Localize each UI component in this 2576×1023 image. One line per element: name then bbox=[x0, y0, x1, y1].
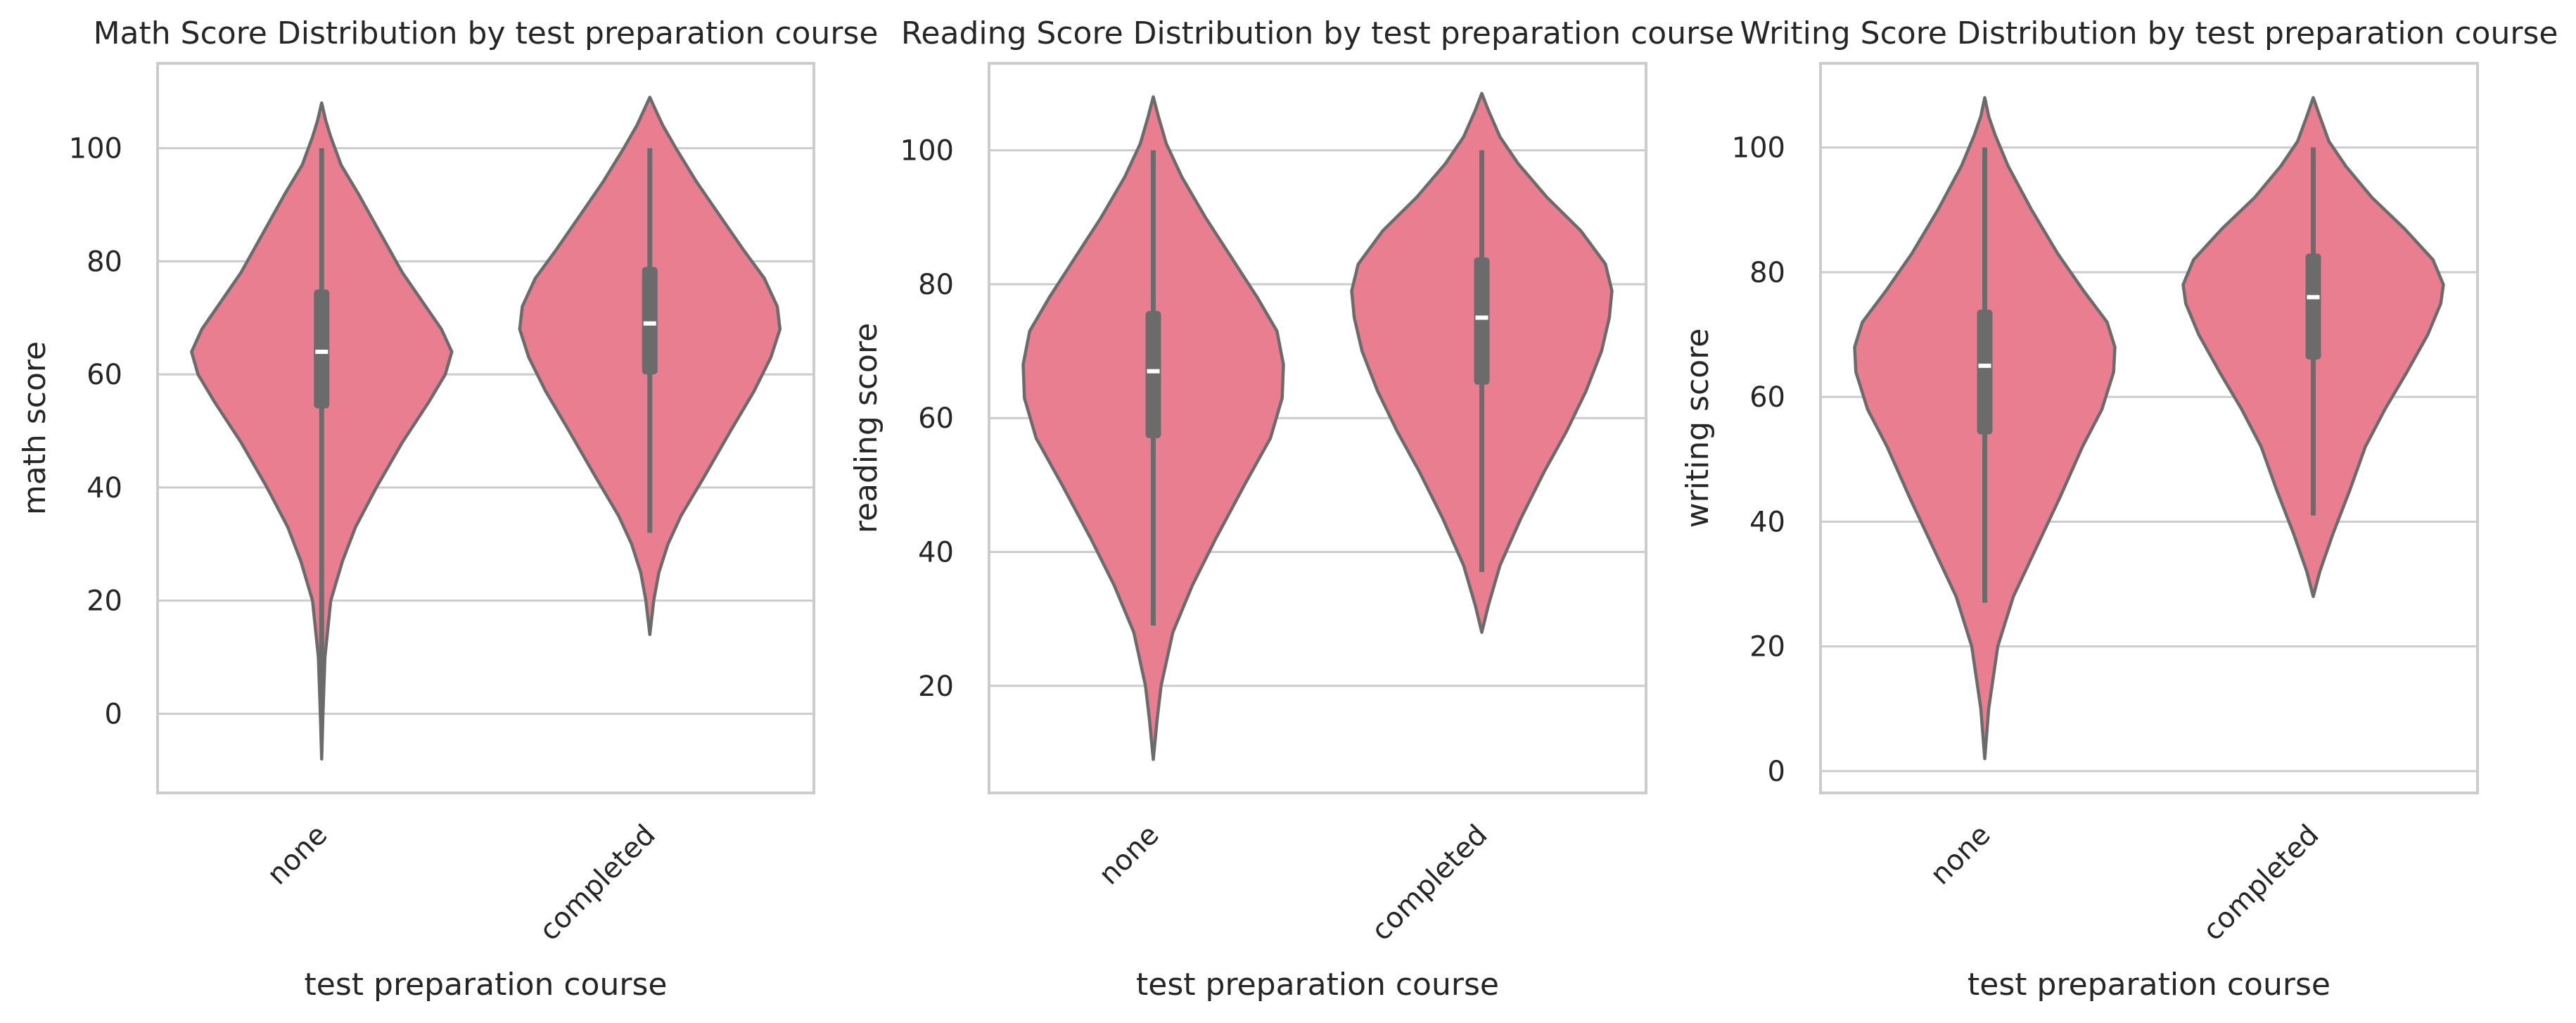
y-tick-label: 80 bbox=[1749, 257, 1785, 289]
y-tick-label: 100 bbox=[69, 133, 122, 165]
y-tick-label: 20 bbox=[918, 671, 954, 703]
y-axis-label: reading score bbox=[848, 323, 884, 533]
chart-title: Reading Score Distribution by test prepa… bbox=[901, 15, 1734, 51]
y-axis-label: writing score bbox=[1680, 329, 1716, 528]
y-tick-label: 60 bbox=[918, 402, 954, 435]
x-tick-label-none: none bbox=[1924, 819, 1996, 891]
violin-none bbox=[1021, 95, 1285, 761]
chart-title: Math Score Distribution by test preparat… bbox=[94, 15, 879, 51]
axes-frame bbox=[156, 62, 815, 794]
y-tick-label: 80 bbox=[918, 269, 954, 301]
violin-completed bbox=[518, 95, 782, 637]
y-tick-label: 40 bbox=[918, 537, 954, 569]
iqr-box bbox=[1145, 311, 1161, 438]
violin-completed bbox=[2181, 96, 2445, 599]
x-tick-label-completed: completed bbox=[1365, 819, 1494, 948]
x-tick-label-none: none bbox=[261, 819, 333, 891]
y-tick-label: 80 bbox=[87, 246, 122, 278]
iqr-box bbox=[314, 289, 330, 409]
chart-title: Writing Score Distribution by test prepa… bbox=[1740, 15, 2558, 51]
y-tick-label: 0 bbox=[105, 698, 122, 730]
x-tick-label-completed: completed bbox=[2197, 819, 2326, 948]
violin-none bbox=[190, 101, 454, 761]
iqr-box bbox=[642, 267, 658, 375]
violin-completed bbox=[1350, 91, 1614, 634]
chart-panel-2: 20 40 60 80 100 none completed Reading Score Di… bbox=[848, 15, 1734, 1003]
iqr-box bbox=[2305, 253, 2321, 360]
violin-none bbox=[1853, 96, 2117, 761]
axes-frame bbox=[1819, 62, 2479, 794]
y-tick-label: 20 bbox=[1749, 631, 1785, 663]
y-tick-label: 60 bbox=[1749, 381, 1785, 414]
y-tick-label: 40 bbox=[87, 472, 122, 504]
iqr-box bbox=[1474, 257, 1490, 385]
x-tick-label-none: none bbox=[1092, 819, 1165, 891]
x-axis-label: test preparation course bbox=[305, 967, 668, 1003]
axes-frame bbox=[988, 62, 1647, 794]
iqr-box bbox=[1977, 310, 1993, 435]
y-tick-label: 40 bbox=[1749, 506, 1785, 538]
chart-panel-3: 0 20 40 60 80 100 none completed Writing Score D… bbox=[1680, 15, 2558, 1003]
y-axis-label: math score bbox=[17, 341, 53, 515]
x-axis-label: test preparation course bbox=[1136, 967, 1499, 1003]
y-tick-label: 100 bbox=[1732, 132, 1785, 165]
y-tick-label: 60 bbox=[87, 359, 122, 391]
x-tick-label-completed: completed bbox=[533, 819, 662, 948]
y-tick-label: 100 bbox=[900, 135, 954, 167]
x-axis-label: test preparation course bbox=[1968, 967, 2330, 1003]
y-tick-label: 20 bbox=[87, 585, 122, 618]
y-tick-label: 0 bbox=[1768, 756, 1785, 788]
chart-panel-1: 0 20 40 60 80 100 none completed Math Score Dist… bbox=[17, 15, 878, 1003]
